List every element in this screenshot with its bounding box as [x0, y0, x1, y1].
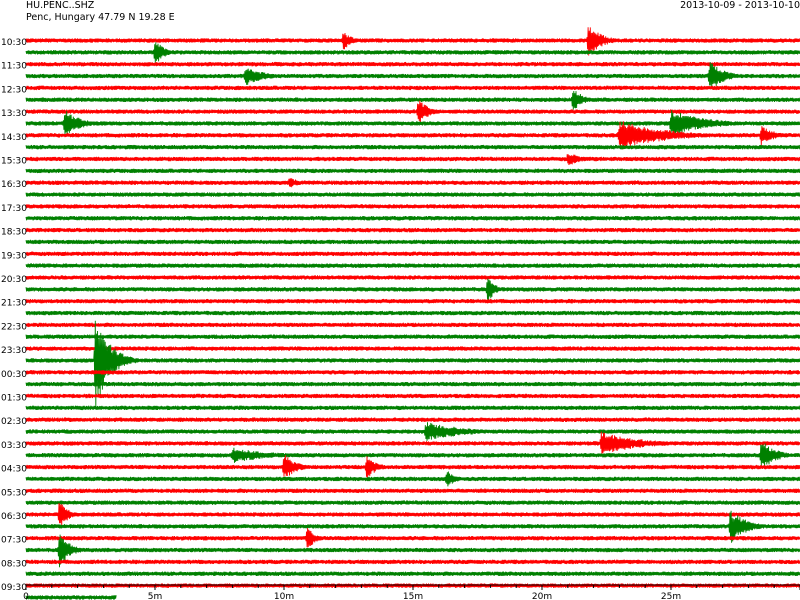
station-location: Penc, Hungary 47.79 N 19.28 E [26, 12, 175, 23]
x-tick-label: 0 [23, 592, 29, 600]
station-code: HU.PENC..SHZ [26, 0, 95, 11]
x-tick-label: 25m [661, 592, 681, 600]
row-time-label: 20:30 [1, 275, 27, 285]
seismic-trace [25, 275, 800, 280]
seismic-trace [25, 322, 800, 328]
row-time-label: 04:30 [1, 465, 27, 475]
seismic-trace [25, 192, 800, 197]
seismic-trace [25, 239, 800, 245]
row-time-label: 13:30 [1, 109, 27, 119]
row-time-label: 00:30 [1, 370, 27, 380]
seismic-trace [25, 431, 800, 454]
seismic-trace [25, 310, 800, 316]
x-tick-label: 15m [403, 592, 423, 600]
row-time-label: 01:30 [1, 394, 27, 404]
x-tick-label: 5m [148, 592, 163, 600]
seismic-trace [25, 527, 800, 548]
seismic-trace [25, 320, 800, 410]
seismic-trace [25, 251, 800, 257]
row-time-label: 11:30 [1, 62, 27, 72]
row-time-label: 08:30 [1, 559, 27, 569]
seismic-trace [25, 502, 800, 527]
row-time-label: 10:30 [1, 38, 27, 48]
row-time-label: 05:30 [1, 488, 27, 498]
row-time-label: 14:30 [1, 133, 27, 143]
seismic-trace [25, 144, 800, 150]
row-time-label: 21:30 [1, 299, 27, 309]
seismic-trace [25, 370, 800, 375]
seismic-trace [25, 422, 800, 441]
seismic-trace [25, 471, 800, 487]
row-time-label: 03:30 [1, 441, 27, 451]
row-time-label: 18:30 [1, 228, 27, 238]
row-time-label: 23:30 [1, 346, 27, 356]
row-time-label: 17:30 [1, 204, 27, 214]
seismic-trace [25, 381, 800, 387]
seismic-trace [25, 534, 800, 568]
seismic-trace [25, 595, 117, 600]
seismic-trace [25, 227, 800, 233]
row-time-label: 16:30 [1, 180, 27, 190]
seismic-trace [25, 263, 800, 268]
seismic-trace [25, 121, 800, 150]
x-tick-label: 20m [532, 592, 552, 600]
seismic-trace [25, 393, 800, 399]
seismic-trace [25, 62, 800, 88]
seismic-trace [25, 216, 800, 221]
x-tick-label: 10m [274, 592, 294, 600]
row-time-label: 19:30 [1, 251, 27, 261]
seismic-trace [25, 559, 800, 565]
seismic-trace [25, 85, 800, 91]
row-time-label: 15:30 [1, 157, 27, 167]
row-time-label: 02:30 [1, 417, 27, 427]
seismic-trace [25, 571, 800, 576]
seismic-trace [25, 204, 800, 209]
seismic-trace [25, 405, 800, 411]
row-time-label: 07:30 [1, 536, 27, 546]
row-time-label: 12:30 [1, 85, 27, 95]
seismic-trace [25, 42, 800, 63]
seismic-trace [25, 110, 800, 136]
seismic-trace [25, 417, 800, 422]
seismic-trace [25, 90, 800, 110]
seismic-trace [25, 346, 800, 351]
row-time-label: 09:30 [1, 583, 27, 593]
seismic-trace [25, 510, 800, 543]
seismic-trace [25, 298, 800, 304]
row-time-label: 22:30 [1, 322, 27, 332]
seismic-trace [25, 154, 800, 166]
seismic-trace [25, 278, 800, 301]
date-range: 2013-10-09 - 2013-10-10 [680, 0, 800, 11]
seismic-trace [25, 443, 800, 468]
seismic-trace [25, 500, 800, 505]
seismic-trace [25, 100, 800, 123]
seismic-trace [25, 455, 800, 478]
seismic-trace [25, 177, 800, 188]
seismic-trace [25, 27, 800, 56]
seismic-trace [25, 334, 800, 339]
seismic-trace [25, 168, 800, 174]
seismic-trace [25, 488, 800, 494]
seismic-trace [25, 61, 800, 67]
row-time-label: 06:30 [1, 512, 27, 522]
